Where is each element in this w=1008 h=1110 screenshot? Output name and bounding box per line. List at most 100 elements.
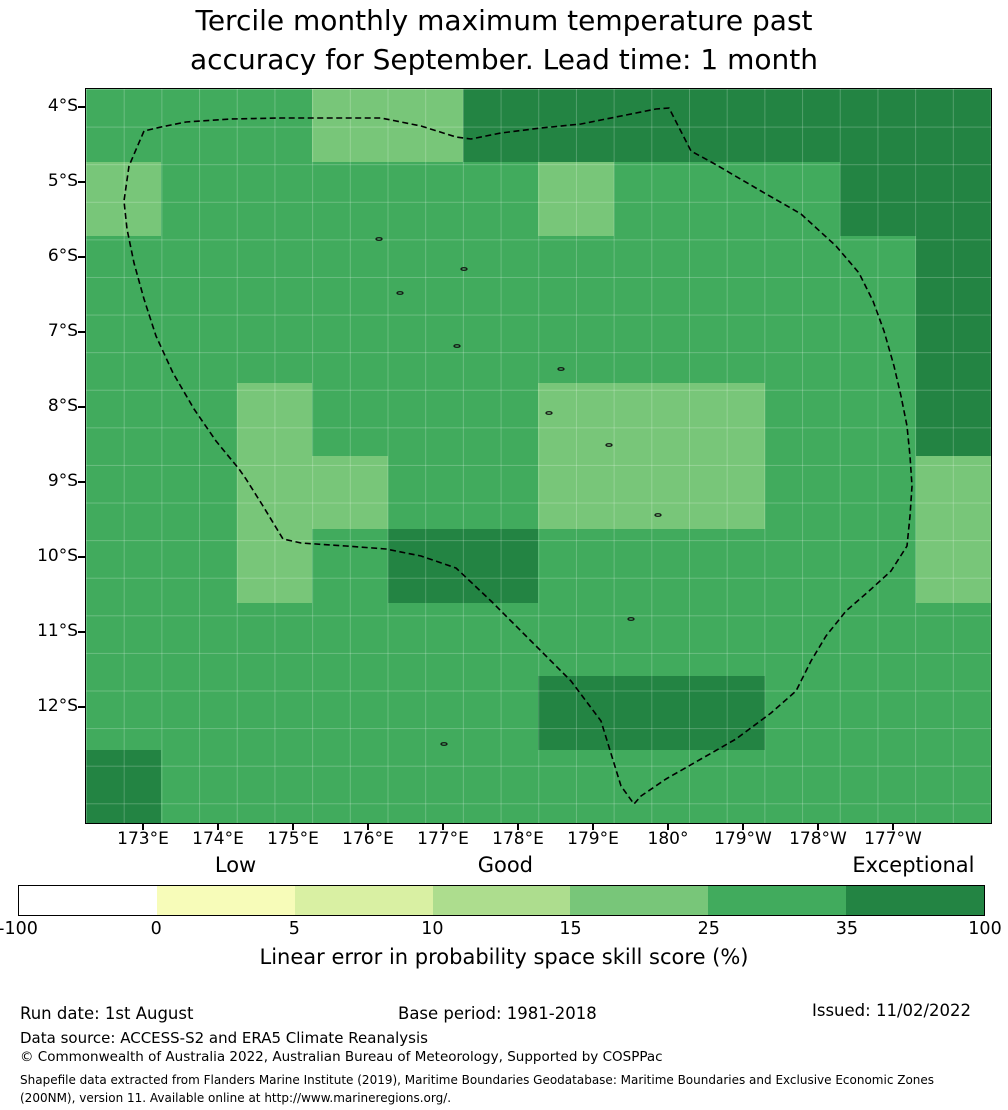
heatmap-cell (463, 676, 539, 750)
heatmap-cell (764, 749, 841, 823)
x-tick-mark (667, 823, 669, 830)
heatmap-cell (689, 456, 765, 530)
x-tick-label: 178°W (789, 829, 847, 849)
heatmap-cell (764, 89, 841, 163)
chart-title: Tercile monthly maximum temperature past… (0, 2, 1008, 79)
heatmap-cell (161, 529, 237, 603)
colorbar-caption: Linear error in probability space skill … (259, 945, 749, 969)
heatmap-cell (689, 749, 765, 823)
heatmap-cell (236, 749, 313, 823)
x-tick-label: 177°W (864, 829, 922, 849)
y-tick-mark (78, 181, 85, 183)
heatmap-cell (840, 602, 916, 677)
heatmap-cell (689, 89, 765, 163)
island-mark (627, 617, 635, 621)
colorbar-label-good: Good (477, 853, 534, 877)
heatmap-cell (86, 529, 162, 603)
y-tick-label: 5°S (47, 171, 78, 191)
heatmap-cell (312, 676, 388, 750)
heatmap-cell (915, 456, 991, 530)
heatmap-cell (538, 235, 614, 310)
island-mark (453, 344, 461, 348)
x-tick-label: 179°W (714, 829, 772, 849)
heatmap-cell (613, 382, 690, 456)
heatmap-cell (161, 749, 237, 823)
heatmap-cell (236, 89, 313, 163)
heatmap-cell (689, 162, 765, 236)
heatmap-cell (840, 456, 916, 530)
heatmap-cell (387, 309, 464, 383)
heatmap-cell (161, 309, 237, 383)
heatmap-cell (613, 602, 690, 677)
heatmap-cell (161, 89, 237, 163)
x-tick-label: 175°E (267, 829, 319, 849)
heatmap-cell (236, 456, 313, 530)
island-mark (545, 411, 553, 415)
y-tick-mark (78, 331, 85, 333)
chart-title-line1: Tercile monthly maximum temperature past (195, 4, 813, 37)
heatmap-cell (312, 602, 388, 677)
heatmap-cell (764, 456, 841, 530)
heatmap-cell (538, 602, 614, 677)
heatmap-cell (312, 89, 388, 163)
heatmap-cell (387, 235, 464, 310)
heatmap-cell (840, 382, 916, 456)
heatmap-cell (538, 529, 614, 603)
y-tick-mark (78, 556, 85, 558)
heatmap-cell (915, 89, 991, 163)
x-tick-mark (442, 823, 444, 830)
heatmap-cell (538, 749, 614, 823)
x-tick-label: 179°E (567, 829, 619, 849)
island-mark (605, 443, 613, 447)
heatmap-cell (161, 235, 237, 310)
heatmap-cell (764, 235, 841, 310)
island-mark (396, 291, 404, 295)
heatmap-cell (689, 602, 765, 677)
heatmap-cell (764, 529, 841, 603)
heatmap-cell (689, 382, 765, 456)
y-tick-label: 11°S (37, 621, 78, 641)
y-tick-label: 10°S (37, 546, 78, 566)
x-tick-mark (367, 823, 369, 830)
heatmap-cell (764, 162, 841, 236)
x-tick-mark (742, 823, 744, 830)
colorbar-tick-label: 15 (559, 919, 582, 939)
colorbar-segment (708, 886, 847, 915)
colorbar-tick-label: 5 (288, 919, 300, 939)
heatmap-cell (236, 309, 313, 383)
heatmap-cell (387, 456, 464, 530)
heatmap-cell (915, 235, 991, 310)
heatmap-cell (236, 382, 313, 456)
heatmap-cell (538, 162, 614, 236)
colorbar-tick-label: 35 (835, 919, 858, 939)
heatmap-cell (86, 456, 162, 530)
heatmap-cell (840, 162, 916, 236)
heatmap-cell (840, 676, 916, 750)
heatmap-cell (387, 602, 464, 677)
heatmap-cell (915, 529, 991, 603)
heatmap-cell (840, 529, 916, 603)
x-tick-mark (817, 823, 819, 830)
heatmap-cell (463, 382, 539, 456)
y-tick-mark (78, 256, 85, 258)
heatmap-cell (915, 162, 991, 236)
heatmap-cell (613, 89, 690, 163)
copyright: © Commonwealth of Australia 2022, Austra… (20, 1049, 663, 1065)
colorbar-tick-label: 10 (421, 919, 444, 939)
x-tick-label: 178°E (492, 829, 544, 849)
heatmap-cell (387, 676, 464, 750)
heatmap-cell (538, 309, 614, 383)
heatmap-cell (86, 676, 162, 750)
heatmap-cell (387, 382, 464, 456)
x-tick-mark (517, 823, 519, 830)
eez-boundary-overlay (123, 107, 913, 805)
heatmap-cell (463, 456, 539, 530)
x-tick-mark (142, 823, 144, 830)
heatmap-cell (840, 749, 916, 823)
heatmap-cell (86, 602, 162, 677)
colorbar-tick-labels: -100 0 5 10 15 25 35 100 (0, 919, 1002, 941)
colorbar-tick-label: 100 (968, 919, 1002, 939)
heatmap-cell (236, 529, 313, 603)
colorbar-tick-label: 0 (150, 919, 162, 939)
